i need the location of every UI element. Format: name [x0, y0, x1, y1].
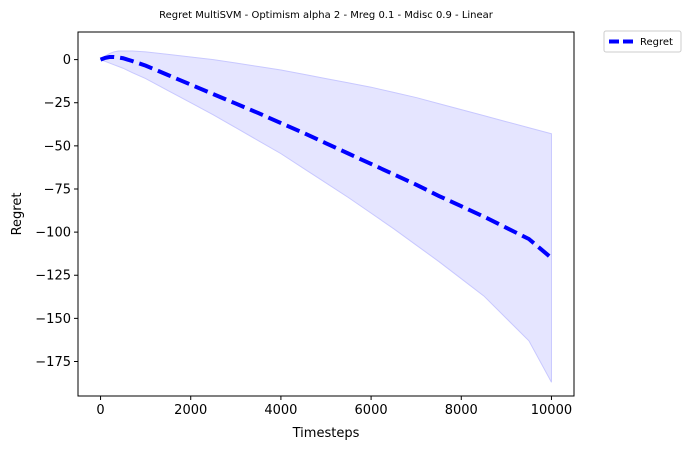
y-tick-label: 0 — [63, 53, 71, 68]
x-tick-label: 2000 — [174, 403, 207, 418]
y-tick-label: −50 — [44, 139, 71, 154]
y-tick-label: −75 — [44, 182, 71, 197]
x-tick-label: 8000 — [445, 403, 478, 418]
chart-title: Regret MultiSVM - Optimism alpha 2 - Mre… — [159, 10, 494, 21]
plot-area — [99, 50, 553, 383]
y-axis-label: Regret — [10, 193, 25, 236]
x-tick-label: 0 — [96, 403, 104, 418]
y-tick-label: −100 — [35, 226, 71, 241]
legend-box — [603, 30, 682, 53]
regret-line — [99, 55, 553, 260]
y-tick-label: −150 — [35, 312, 71, 327]
y-axis: 0 −25 −50 −75 −100 −125 −150 −175 — [35, 53, 78, 370]
y-tick-label: −125 — [35, 269, 71, 284]
x-tick-label: 6000 — [355, 403, 388, 418]
confidence-band — [99, 50, 552, 383]
x-tick-label: 4000 — [264, 403, 297, 418]
x-axis: 0 2000 4000 6000 8000 10000 — [96, 396, 572, 418]
plot-frame — [77, 31, 575, 397]
x-tick-label: 10000 — [531, 403, 572, 418]
y-tick-label: −25 — [44, 96, 71, 111]
legend-label-regret: Regret — [640, 37, 673, 48]
y-tick-label: −175 — [35, 355, 71, 370]
legend: Regret — [603, 30, 682, 53]
x-axis-label: Timesteps — [292, 426, 360, 441]
